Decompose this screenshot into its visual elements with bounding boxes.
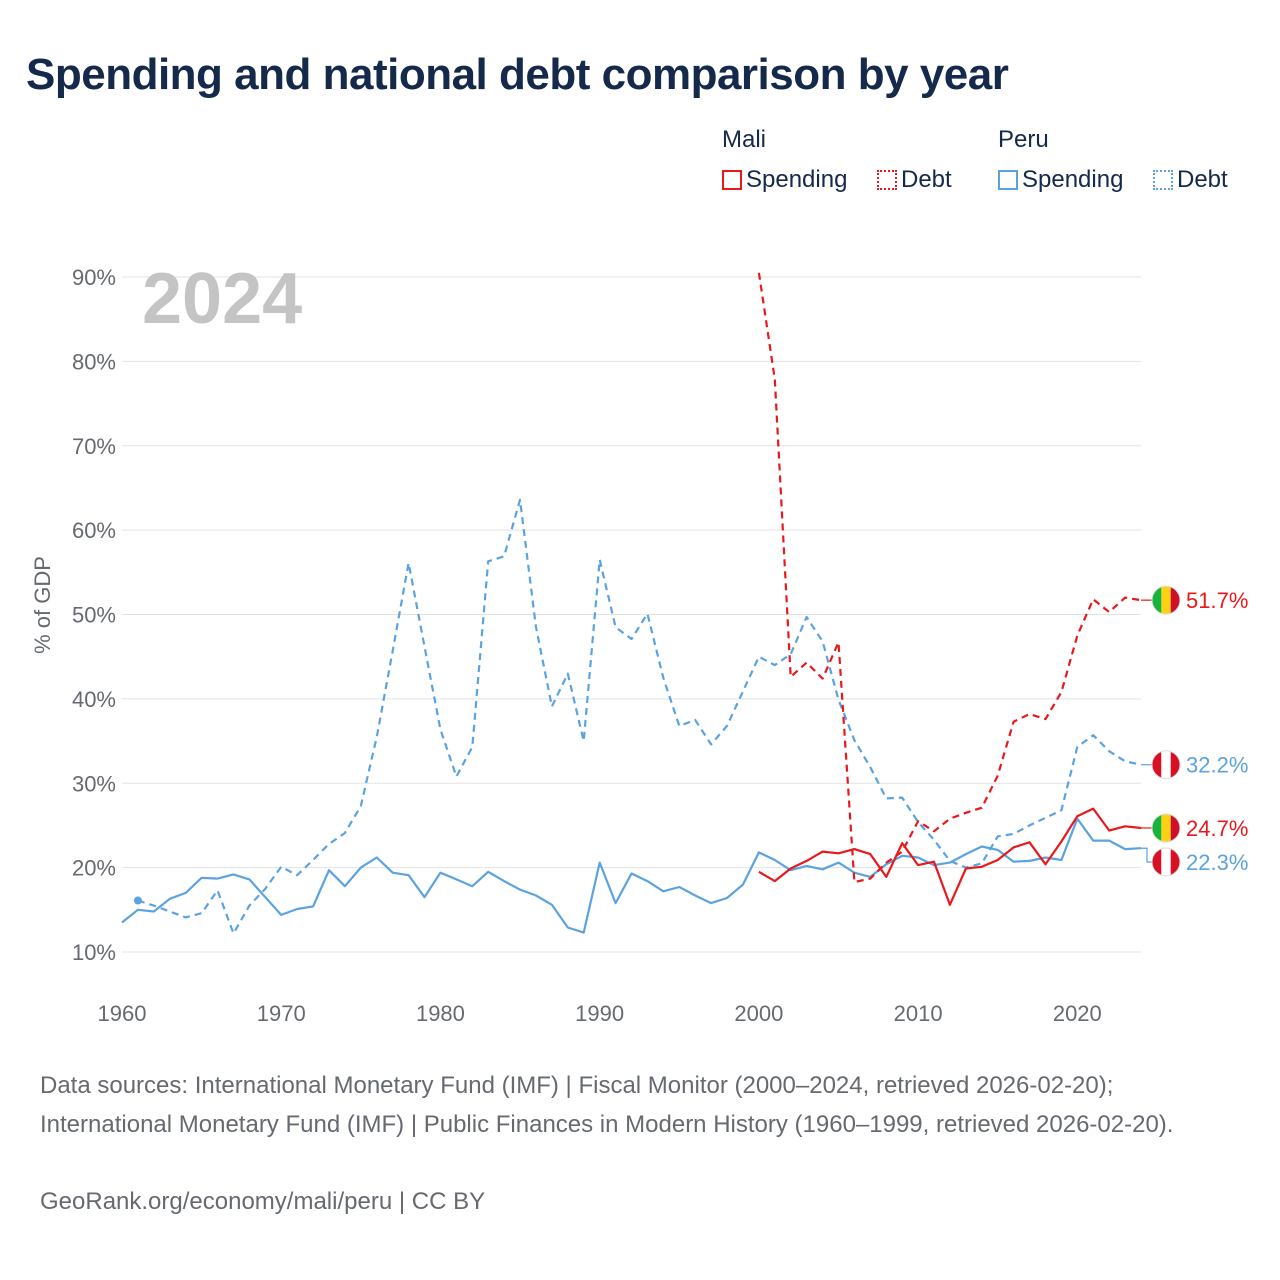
legend-item-peru-spending[interactable]: Spending <box>998 166 1123 194</box>
y-tick-label: 60% <box>72 518 116 543</box>
y-tick-label: 90% <box>72 265 116 290</box>
year-watermark: 2024 <box>142 259 302 339</box>
y-tick-label: 70% <box>72 434 116 459</box>
series-line-peru-debt[interactable] <box>137 498 1142 935</box>
y-tick-label: 40% <box>72 687 116 712</box>
chart-area: 2024 10% 20% 30% 40% 50% 60% 70% 80% 90% 1960 197… <box>30 259 1248 1026</box>
legend-item-mali-spending[interactable]: Spending <box>722 166 847 194</box>
y-axis-label: % of GDP <box>30 556 55 654</box>
legend-swatch-dotted-icon <box>1153 170 1173 190</box>
x-tick-label: 2010 <box>894 1001 943 1026</box>
y-tick-label: 50% <box>72 603 116 628</box>
legend-group-peru: Peru <box>998 126 1049 153</box>
series-line-mali-debt[interactable] <box>757 272 1142 884</box>
legend-item-peru-debt[interactable]: Debt <box>1153 166 1228 194</box>
series-start-marker <box>133 896 142 905</box>
y-tick-label: 80% <box>72 349 116 374</box>
y-tick-label: 20% <box>72 856 116 881</box>
series-lines <box>121 272 1142 935</box>
x-tick-label: 1980 <box>416 1001 465 1026</box>
y-axis-ticks: 10% 20% 30% 40% 50% 60% 70% 80% 90% <box>72 265 116 965</box>
mali-flag-icon <box>1151 813 1181 843</box>
gridlines <box>122 276 1141 953</box>
end-label-value: 22.3% <box>1186 850 1248 875</box>
x-axis-ticks: 1960 1970 1980 1990 2000 2010 2020 <box>98 1001 1102 1026</box>
y-tick-label: 30% <box>72 771 116 796</box>
legend-label: Debt <box>901 166 952 193</box>
peru-flag-icon <box>1151 750 1181 780</box>
legend-label: Debt <box>1177 166 1228 193</box>
credit-link[interactable]: GeoRank.org/economy/mali/peru | CC BY <box>40 1188 486 1215</box>
x-tick-label: 1960 <box>98 1001 147 1026</box>
legend-label: Spending <box>746 166 848 193</box>
x-tick-label: 2020 <box>1053 1001 1102 1026</box>
series-line-peru-spending[interactable] <box>121 817 1142 934</box>
legend-label: Spending <box>1022 166 1124 193</box>
end-label-value: 32.2% <box>1186 753 1248 778</box>
end-label-value: 51.7% <box>1186 588 1248 613</box>
x-tick-label: 1970 <box>257 1001 306 1026</box>
x-tick-label: 1990 <box>575 1001 624 1026</box>
end-label-value: 24.7% <box>1186 816 1248 841</box>
end-label-connector <box>1141 847 1152 863</box>
legend-item-mali-debt[interactable]: Debt <box>877 166 952 194</box>
legend-group-mali: Mali <box>722 126 767 153</box>
legend-swatch-solid-icon <box>998 170 1018 190</box>
legend-swatch-solid-icon <box>722 170 742 190</box>
legend-swatch-dotted-icon <box>877 170 897 190</box>
y-tick-label: 10% <box>72 940 116 965</box>
peru-flag-icon <box>1151 847 1181 877</box>
end-labels: 51.7% 32.2% 24.7% 22.3% <box>1141 585 1248 877</box>
x-tick-label: 2000 <box>734 1001 783 1026</box>
data-sources-note: Data sources: International Monetary Fun… <box>40 1072 1174 1138</box>
mali-flag-icon <box>1151 585 1181 615</box>
chart-title: Spending and national debt comparison by… <box>26 50 1009 99</box>
series-line-mali-spending[interactable] <box>758 807 1142 906</box>
